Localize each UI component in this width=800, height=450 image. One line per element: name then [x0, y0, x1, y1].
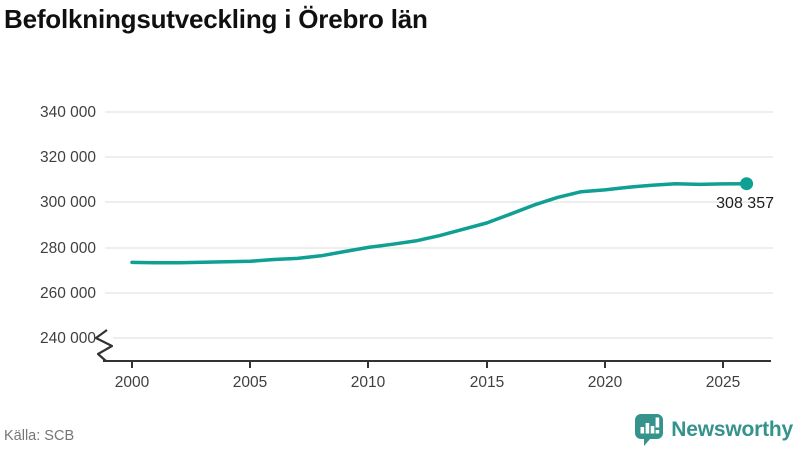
population-line	[130, 181, 749, 265]
y-tick-label: 320 000	[40, 149, 96, 166]
brand-name: Newsworthy	[671, 418, 793, 441]
source-note: Källa: SCB	[4, 428, 75, 444]
x-tick-label: 2020	[588, 374, 623, 391]
newsworthy-logo: Newsworthy	[634, 413, 793, 447]
gridlines	[105, 111, 773, 339]
x-tick-label: 2000	[115, 374, 150, 391]
x-tick-label: 2010	[351, 374, 386, 391]
bars-and-exclamation	[640, 417, 660, 434]
y-tick-label: 280 000	[40, 240, 96, 257]
y-tick-label: 300 000	[40, 194, 96, 211]
x-tick-label: 2015	[470, 374, 504, 391]
y-tick-label: 260 000	[40, 285, 96, 302]
end-value-label: 308 357	[716, 195, 774, 212]
page-title: Befolkningsutveckling i Örebro län	[4, 4, 428, 34]
newsworthy-bar-chart-icon	[635, 414, 664, 446]
x-tick-label: 2005	[233, 374, 267, 391]
end-point-marker	[740, 177, 754, 191]
y-axis-labels: 340 000 320 000 300 000 280 000 260 000 …	[40, 104, 96, 347]
y-tick-label: 240 000	[40, 330, 96, 347]
axis-break-icon	[94, 329, 114, 362]
x-axis	[94, 329, 771, 368]
y-tick-label: 340 000	[40, 104, 96, 121]
x-tick-label: 2025	[706, 374, 740, 391]
x-axis-labels: 2000 2005 2010 2015 2020 2025	[115, 374, 740, 391]
